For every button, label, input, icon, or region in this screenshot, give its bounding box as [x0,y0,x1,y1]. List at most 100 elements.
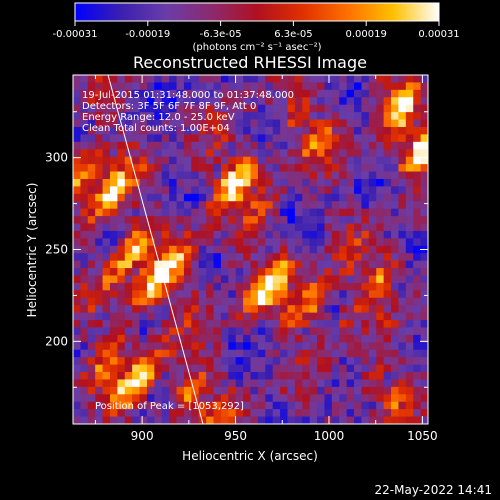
heatmap-cell [294,238,303,247]
heatmap-cell [257,230,266,239]
heatmap-cell [124,141,133,150]
heatmap-cell [95,357,104,366]
heatmap-cell [124,386,133,395]
heatmap-cell [361,223,370,232]
heatmap-cell [183,327,192,336]
heatmap-cell [287,193,296,202]
heatmap-cell [109,164,118,173]
heatmap-cell [169,156,178,165]
heatmap-cell [302,193,311,202]
heatmap-cell [354,230,363,239]
heatmap-cell [102,97,111,106]
heatmap-cell [383,223,392,232]
heatmap-cell [257,82,266,91]
heatmap-cell [191,141,200,150]
heatmap-cell [405,178,414,187]
heatmap-cell [206,216,215,225]
heatmap-cell [198,82,207,91]
heatmap-cell [257,75,266,84]
heatmap-cell [309,253,318,262]
heatmap-cell [161,357,170,366]
heatmap-cell [413,171,422,180]
heatmap-cell [213,82,222,91]
heatmap-cell [294,275,303,284]
heatmap-cell [228,312,237,321]
heatmap-cell [398,282,407,291]
heatmap-cell [354,164,363,173]
heatmap-cell [368,230,377,239]
heatmap-cell [354,386,363,395]
heatmap-cell [339,342,348,351]
heatmap-cell [331,357,340,366]
heatmap-cell [376,394,385,403]
heatmap-cell [391,126,400,136]
heatmap-cell [317,119,326,128]
heatmap-cell [265,275,274,284]
heatmap-cell [354,357,363,366]
heatmap-cell [139,394,148,403]
heatmap-cell [309,134,318,143]
heatmap-cell [309,178,318,187]
heatmap-cell [383,334,392,343]
heatmap-cell [250,327,259,336]
heatmap-cell [139,171,148,180]
heatmap-cell [302,141,311,150]
heatmap-cell [265,357,274,366]
heatmap-cell [346,82,355,91]
heatmap-cell [420,193,428,202]
heatmap-cell [161,334,170,343]
heatmap-cell [250,104,259,113]
heatmap-cell [73,238,81,247]
heatmap-cell [324,193,333,202]
heatmap-cell [376,141,385,150]
heatmap-cell [331,386,340,395]
heatmap-cell [95,126,104,136]
heatmap-cell [146,305,155,314]
heatmap-cell [169,201,178,210]
heatmap-cell [154,386,163,395]
heatmap-cell [309,245,318,254]
heatmap-cell [309,282,318,291]
heatmap-cell [287,268,296,277]
heatmap-cell [95,171,104,180]
heatmap-cell [391,253,400,262]
heatmap-cell [154,230,163,239]
heatmap-cell [302,409,311,418]
heatmap-cell [132,297,141,306]
heatmap-cell [73,416,81,424]
heatmap-cell [87,379,96,388]
heatmap-cell [280,349,289,358]
heatmap-cell [80,171,89,180]
heatmap-cell [324,216,333,225]
heatmap-cell [383,416,392,424]
heatmap-cell [280,164,289,173]
heatmap-cell [102,268,111,277]
heatmap-cell [376,149,385,158]
heatmap-cell [132,386,141,395]
heatmap-cell [346,201,355,210]
heatmap-cell [95,216,104,225]
heatmap-cell [235,334,244,343]
heatmap-cell [154,238,163,247]
heatmap-cell [139,126,148,136]
heatmap-cell [73,171,81,180]
heatmap-cell [109,156,118,165]
heatmap-cell [368,357,377,366]
heatmap-cell [257,364,266,373]
heatmap-cell [228,238,237,247]
heatmap-cell [220,327,229,336]
heatmap-cell [280,193,289,202]
heatmap-cell [317,97,326,106]
heatmap-cell [265,364,274,373]
y-tick-label: 300 [45,151,68,165]
heatmap-cell [73,178,81,187]
heatmap-cell [161,290,170,299]
heatmap-cell [117,223,126,232]
heatmap-cell [317,312,326,321]
heatmap-cell [405,327,414,336]
heatmap-cell [250,82,259,91]
heatmap-cell [257,297,266,306]
heatmap-cell [102,112,111,121]
heatmap-cell [294,342,303,351]
heatmap-cell [169,216,178,225]
